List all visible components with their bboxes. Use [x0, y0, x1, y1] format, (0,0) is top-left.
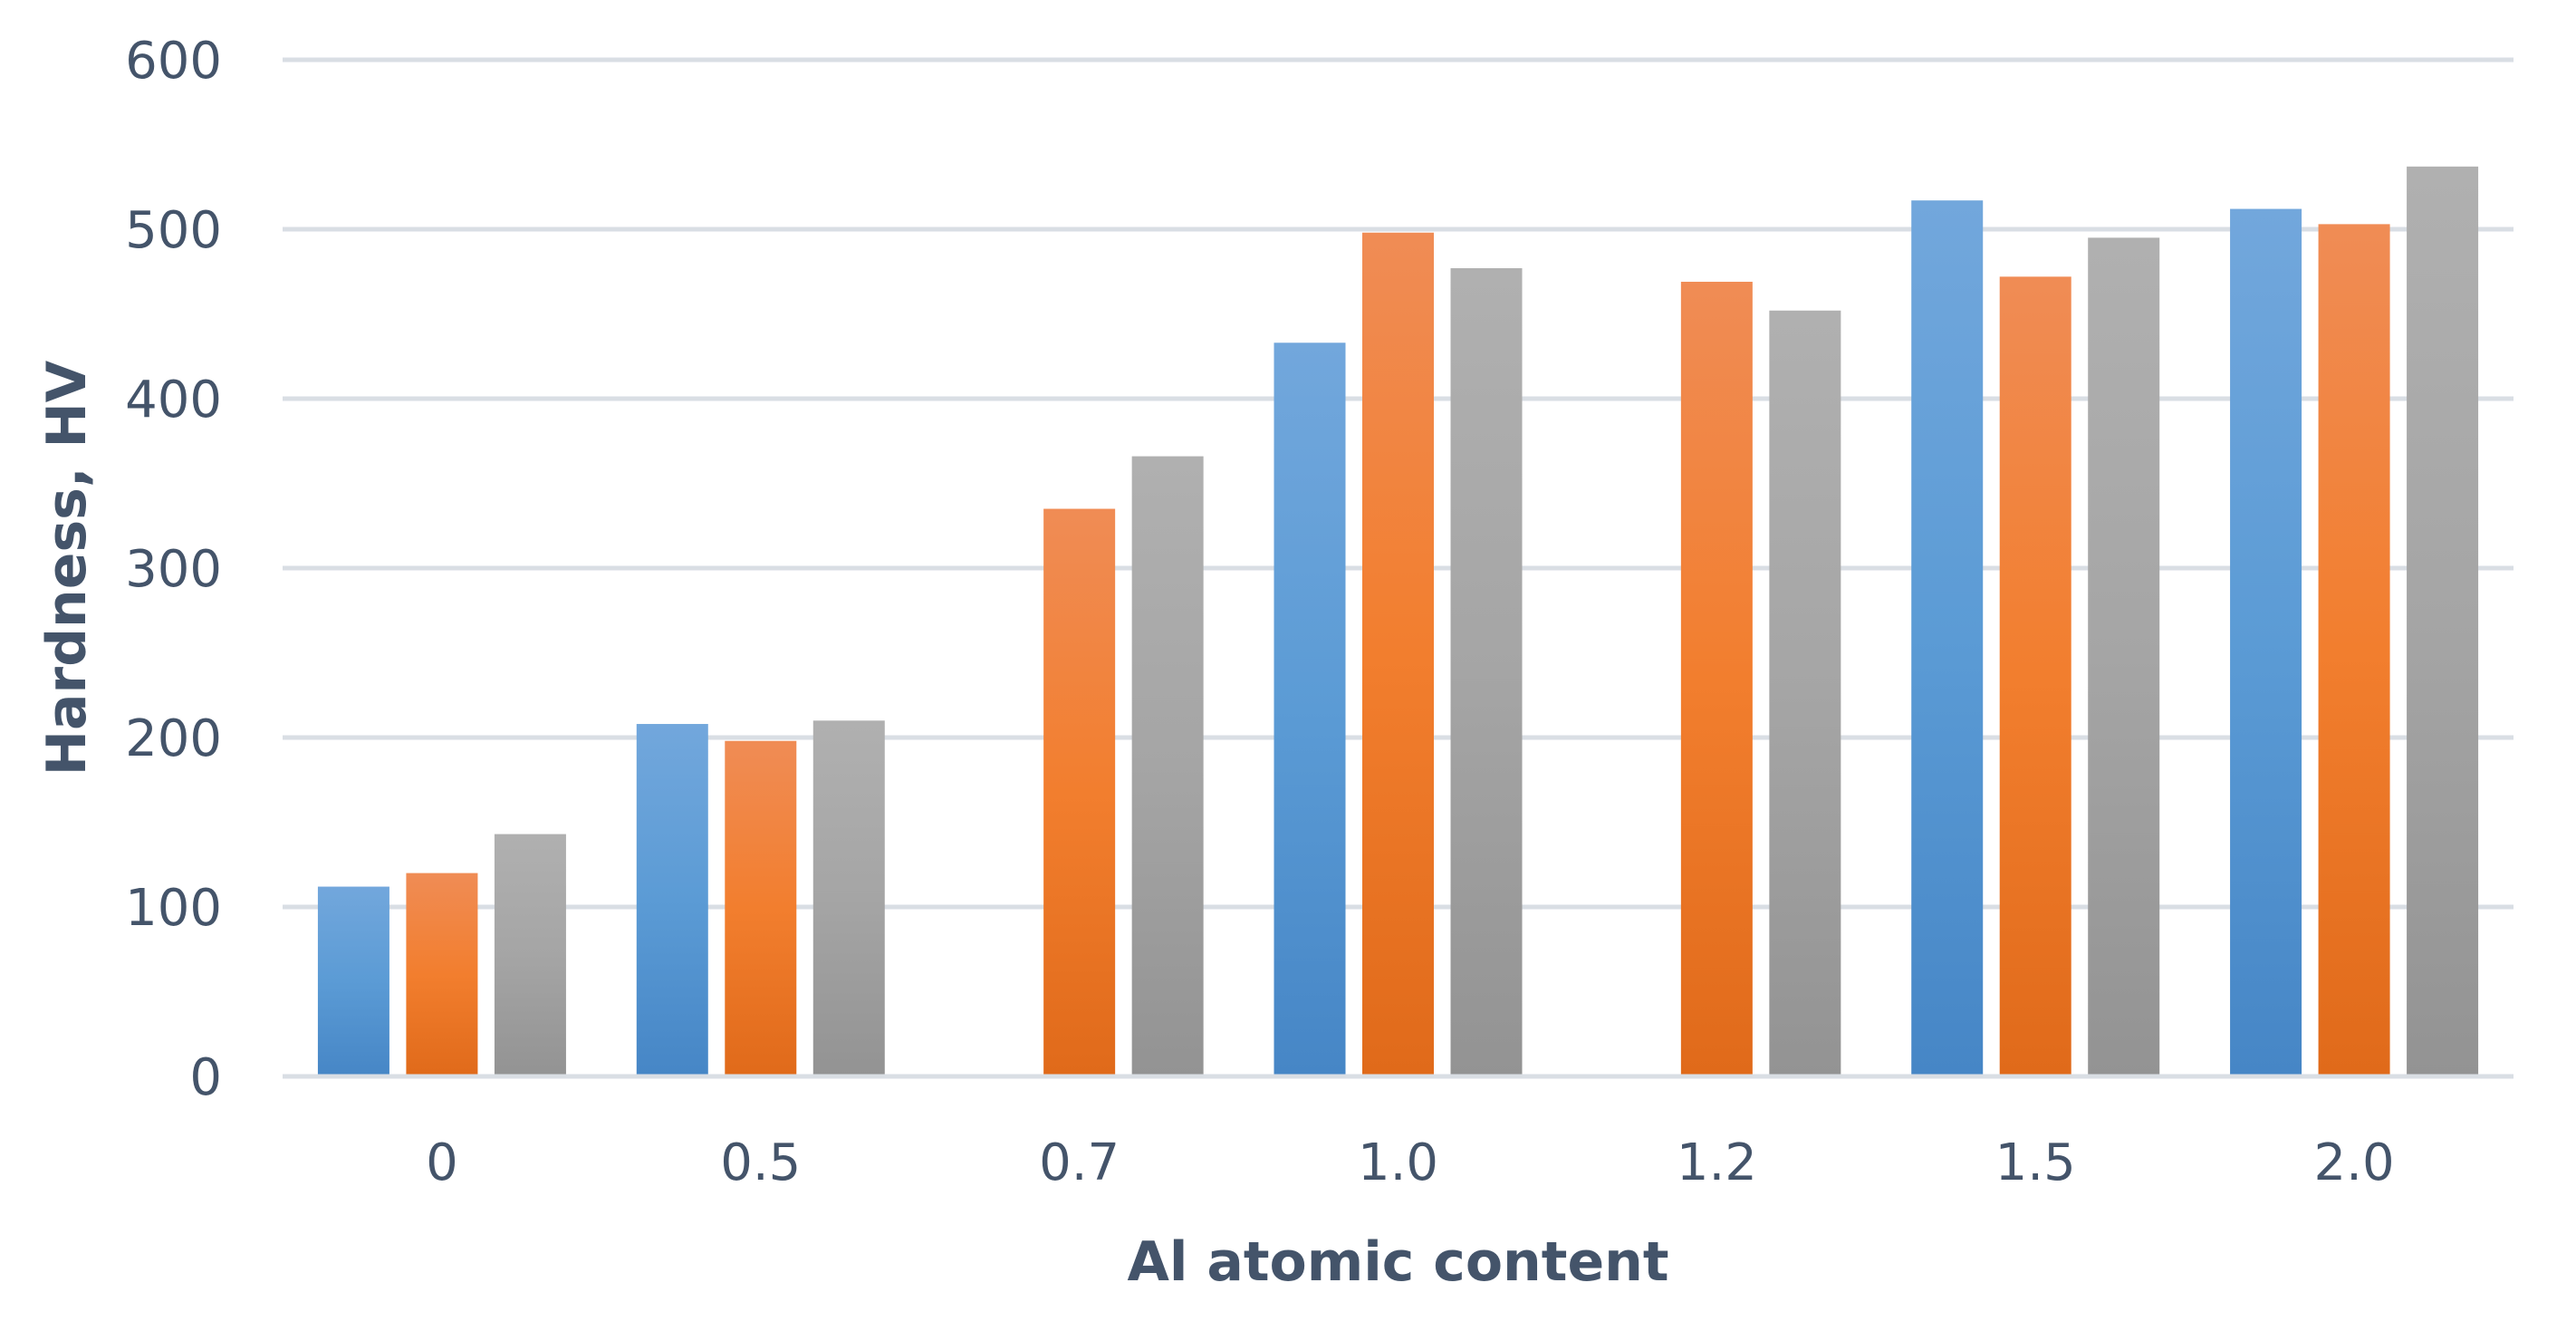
bars	[283, 166, 2514, 1079]
x-axis-ticks: 0 0.5 0.7 1.0 1.2 1.5 2.0	[426, 1133, 2394, 1192]
x-tick-label: 0.5	[720, 1133, 801, 1192]
bar-series-2-1-5	[1999, 276, 2071, 1076]
bar-series-1-1-0	[1274, 342, 1346, 1076]
x-tick-label: 0	[426, 1133, 458, 1192]
y-tick-label: 0	[189, 1048, 222, 1107]
bar-series-2-1-2	[1680, 281, 1753, 1077]
y-tick-label: 400	[125, 371, 222, 429]
bar-series-3-1-5	[2088, 237, 2160, 1077]
y-axis-ticks: 0 100 200 300 400 500 600	[125, 32, 222, 1107]
y-axis-title: Hardness, HV	[35, 360, 99, 776]
bar-series-1-0-5	[636, 724, 708, 1076]
bar-series-1-0	[317, 886, 389, 1076]
bar-series-2-0	[406, 873, 478, 1076]
bar-series-2-0-5	[725, 740, 797, 1076]
bar-series-1-2-0	[2230, 208, 2302, 1076]
bar-series-2-1-0	[1362, 232, 1434, 1076]
bar-series-1-1-5	[1911, 200, 1984, 1076]
bar-series-3-2-0	[2407, 166, 2479, 1076]
bar-series-3-0-7	[1131, 456, 1204, 1077]
x-tick-label: 1.5	[1995, 1133, 2076, 1192]
bar-series-3-0-5	[812, 720, 885, 1076]
bar-series-2-0-7	[1043, 508, 1116, 1076]
y-tick-label: 200	[125, 709, 222, 768]
y-tick-label: 500	[125, 201, 222, 260]
x-axis-title: Al atomic content	[1127, 1230, 1668, 1294]
y-tick-label: 600	[125, 32, 222, 91]
x-tick-label: 0.7	[1039, 1133, 1120, 1192]
bar-series-3-1-0	[1450, 268, 1523, 1076]
x-tick-label: 2.0	[2314, 1133, 2395, 1192]
bar-series-2-2-0	[2318, 224, 2390, 1076]
y-tick-label: 300	[125, 540, 222, 599]
y-tick-label: 100	[125, 879, 222, 938]
x-tick-label: 1.2	[1677, 1133, 1757, 1192]
bar-series-3-1-2	[1769, 310, 1841, 1076]
x-tick-label: 1.0	[1358, 1133, 1438, 1192]
bar-series-3-0	[494, 834, 566, 1076]
